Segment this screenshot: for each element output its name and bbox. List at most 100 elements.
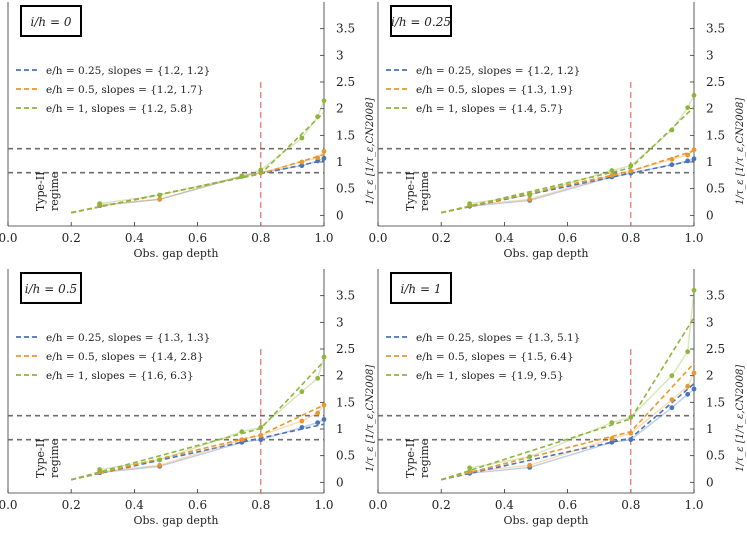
panel-title-box: i/h = 0: [20, 5, 82, 37]
series-3-point: [97, 467, 103, 472]
x-tick-label: 0.4: [495, 498, 514, 512]
panel-title-box: i/h = 1: [390, 272, 452, 304]
series-3-point: [258, 167, 264, 173]
legend-label: e/h = 0.5, slopes = {1.2, 1.7}: [46, 84, 204, 96]
y-tick-label: 1.5: [336, 128, 355, 142]
legend-label: e/h = 0.5, slopes = {1.4, 2.8}: [46, 351, 204, 363]
x-tick-label: 0.0: [0, 231, 18, 245]
series-2-point: [609, 436, 615, 441]
regime-label-line1: Type-II: [404, 439, 417, 479]
series-1-point: [669, 405, 675, 411]
series-3-point: [321, 98, 327, 104]
y-axis-label: 1/τ_ε [1/τ_ε,CN2008]: [735, 365, 746, 472]
series-2-point: [157, 196, 163, 202]
regime-label-line2: regime: [48, 172, 61, 211]
legend-label: e/h = 0.5, slopes = {1.3, 1.9}: [416, 84, 574, 96]
series-3-point: [669, 127, 675, 133]
y-tick-label: 3: [706, 48, 714, 62]
series-3-point: [315, 375, 321, 381]
y-tick-label: 3.5: [336, 289, 355, 303]
x-tick-label: 1.0: [684, 498, 703, 512]
x-tick-label: 0.4: [495, 231, 514, 245]
x-tick-label: 0.6: [188, 231, 207, 245]
panel-2: 0.0 0.2 0.4 0.6 0.8 1.00 0.5 1 1.5 2 2.5 3 3.5 Obs. g…: [368, 2, 746, 260]
series-3-point: [315, 114, 321, 120]
series-2-point: [609, 172, 615, 178]
series-2-point: [628, 168, 634, 174]
y-tick-label: 1: [706, 422, 714, 436]
series-3-point: [157, 457, 163, 463]
series-3-point: [157, 192, 163, 198]
panel-4: 0.0 0.2 0.4 0.6 0.8 1.00 0.5 1 1.5 2 2.5 3 3.5 Obs. g…: [368, 269, 746, 527]
y-tick-label: 3: [706, 315, 714, 329]
series-2-point: [299, 159, 305, 165]
legend-label: e/h = 0.25, slopes = {1.2, 1.2}: [46, 65, 210, 77]
series-3-point: [239, 174, 245, 179]
panel-title: i/h = 0.25: [391, 15, 451, 29]
x-tick-label: 0.0: [0, 498, 18, 512]
series-2-point: [669, 156, 675, 162]
y-tick-label: 2: [706, 102, 714, 116]
panel-title: i/h = 0: [31, 15, 72, 29]
y-tick-label: 3: [336, 48, 344, 62]
series-3-data-line: [99, 100, 325, 205]
x-axis-label: Obs. gap depth: [504, 247, 589, 260]
series-2-point: [527, 462, 533, 468]
series-1-point: [691, 386, 697, 392]
y-tick-label: 2.5: [706, 75, 725, 89]
series-2-point: [258, 433, 264, 438]
series-1-point: [299, 425, 305, 430]
y-axis-label: 1/τ_ε [1/τ_ε,CN2008]: [735, 98, 746, 205]
y-tick-label: 0.5: [336, 182, 355, 196]
y-tick-label: 0: [336, 475, 344, 489]
series-2-data-line: [99, 150, 325, 206]
series-3-point: [299, 389, 305, 395]
series-1-point: [315, 420, 321, 425]
x-tick-label: 0.8: [251, 231, 270, 245]
regime-label-line1: Type-II: [404, 172, 417, 212]
panel-title: i/h = 0.5: [25, 282, 77, 296]
y-tick-label: 0.5: [706, 449, 725, 463]
x-axis-label: Obs. gap depth: [504, 514, 589, 527]
x-axis-label: Obs. gap depth: [134, 247, 219, 260]
panel-title-box: i/h = 0.25: [390, 5, 452, 37]
series-2-point: [691, 147, 697, 153]
series-2-point: [239, 437, 245, 443]
y-tick-label: 3.5: [706, 22, 725, 36]
y-tick-label: 3.5: [336, 22, 355, 36]
panel-title-box: i/h = 0.5: [20, 272, 82, 304]
legend-label: e/h = 1, slopes = {1.2, 5.8}: [46, 103, 194, 115]
x-tick-label: 0.0: [368, 498, 387, 512]
x-tick-label: 1.0: [314, 498, 333, 512]
series-2-fit-line: [441, 150, 695, 214]
series-2-point: [315, 410, 321, 416]
series-3-point: [321, 354, 327, 360]
x-tick-label: 0.4: [125, 231, 144, 245]
series-2-point: [691, 370, 697, 376]
series-3-point: [258, 425, 264, 430]
series-2-point: [157, 462, 163, 468]
y-tick-label: 2: [706, 369, 714, 383]
y-tick-label: 3: [336, 315, 344, 329]
series-3-fit-line: [441, 106, 695, 214]
series-2-point: [321, 402, 327, 408]
y-tick-label: 0: [706, 208, 714, 222]
series-3-point: [691, 92, 697, 98]
y-tick-label: 2.5: [336, 75, 355, 89]
series-1-point: [691, 156, 697, 162]
series-1-point: [628, 437, 634, 443]
y-tick-label: 2.5: [336, 342, 355, 356]
legend-label: e/h = 1, slopes = {1.6, 6.3}: [46, 370, 194, 382]
x-tick-label: 0.2: [62, 231, 81, 245]
series-3-point: [669, 373, 675, 379]
series-3-point: [467, 465, 473, 471]
legend: e/h = 0.25, slopes = {1.2, 1.2} e/h = 0.5…: [16, 65, 210, 115]
series-3-point: [467, 201, 473, 207]
legend: e/h = 0.25, slopes = {1.2, 1.2} e/h = 0.5…: [386, 65, 580, 115]
series-2-point: [685, 152, 691, 158]
x-tick-label: 0.6: [558, 231, 577, 245]
series-1-point: [669, 162, 675, 168]
x-tick-label: 0.8: [251, 498, 270, 512]
series-1-point: [321, 155, 327, 161]
